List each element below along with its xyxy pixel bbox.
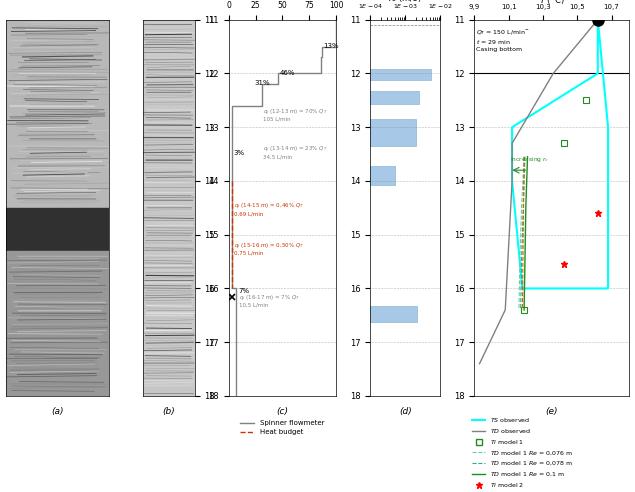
- Text: $q_i$ (16-17 m) = 7% $Q_T$
10,5 L/min: $q_i$ (16-17 m) = 7% $Q_T$ 10,5 L/min: [239, 293, 301, 308]
- Bar: [0, 69, 431, 81]
- Text: 3%: 3%: [233, 150, 244, 156]
- X-axis label: $Ki$ (m/s): $Ki$ (m/s): [389, 0, 422, 3]
- Text: (b): (b): [163, 407, 175, 416]
- Text: Increasing $r_c$: Increasing $r_c$: [511, 154, 549, 163]
- Text: 46%: 46%: [279, 69, 295, 75]
- Text: 13%: 13%: [323, 43, 339, 49]
- Text: 31%: 31%: [255, 80, 270, 86]
- Bar: [6, 20, 109, 208]
- Text: (e): (e): [545, 407, 558, 416]
- Text: (d): (d): [399, 407, 411, 416]
- Bar: [0, 119, 416, 146]
- Bar: [0, 166, 395, 184]
- Text: 7%: 7%: [238, 288, 250, 294]
- Text: $q_i$ (12-13 m) = 70% $Q_T$
105 L/min: $q_i$ (12-13 m) = 70% $Q_T$ 105 L/min: [263, 107, 328, 122]
- Text: (a): (a): [51, 407, 64, 416]
- Legend: Spinner flowmeter, Heat budget: Spinner flowmeter, Heat budget: [237, 417, 327, 438]
- Text: $Q_T$ = 150 L/min$^{-}$
$t$ = 29 min
Casing bottom: $Q_T$ = 150 L/min$^{-}$ $t$ = 29 min Cas…: [476, 28, 530, 52]
- Text: $q_i$ (15-16 m) = 0,50% $Q_T$
0,75 L/min: $q_i$ (15-16 m) = 0,50% $Q_T$ 0,75 L/min: [234, 241, 304, 256]
- X-axis label: $T$ (°C): $T$ (°C): [538, 0, 565, 5]
- Text: $q_i$ (14-15 m) = 0,46% $Q_T$
0,69 L/min: $q_i$ (14-15 m) = 0,46% $Q_T$ 0,69 L/min: [234, 201, 304, 216]
- X-axis label: % $Q_T$: % $Q_T$: [271, 0, 294, 3]
- Bar: [0, 91, 419, 104]
- Text: $q_i$ (13-14 m) = 23% $Q_T$
34,5 L/min: $q_i$ (13-14 m) = 23% $Q_T$ 34,5 L/min: [263, 144, 328, 159]
- Text: (c): (c): [276, 407, 288, 416]
- Bar: [6, 251, 109, 396]
- Legend: $TS$ observed, $TD$ observed, $Ti$ model 1, $TD$ model 1 $Re$ = 0,076 m, $TD$ mo: $TS$ observed, $TD$ observed, $Ti$ model…: [470, 413, 575, 492]
- Bar: [6, 208, 109, 251]
- Bar: [0, 306, 417, 322]
